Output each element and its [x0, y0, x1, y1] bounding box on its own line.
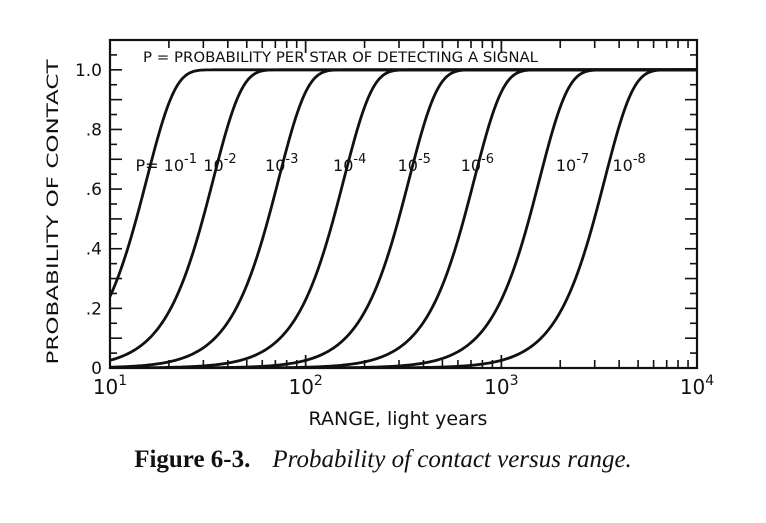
y-tick-label: .2: [86, 299, 102, 319]
series-label: 10-7: [556, 152, 589, 175]
y-axis-label: PROBABILITY OF CONTACT: [43, 59, 62, 364]
series-label: 10-5: [398, 152, 431, 175]
y-tick-label: 0: [91, 359, 102, 379]
series-line: [110, 68, 697, 362]
series-label: P= 10-1: [136, 152, 197, 175]
figure-number: Figure 6-3.: [134, 446, 251, 473]
chart-title: P = PROBABILITY PER STAR OF DETECTING A …: [143, 50, 538, 66]
series-line: [110, 68, 697, 368]
series-line: [110, 68, 697, 368]
figure-caption-text: Probability of contact versus range.: [272, 446, 632, 473]
probability-of-contact-chart: 101 102 103 104 0 .2 .4 .6 .8 1.0 P= 10-1 10-2 10-3…: [43, 38, 714, 430]
series-label: 10-4: [333, 152, 366, 175]
x-tick-label: 103: [484, 373, 518, 399]
series-label: 10-6: [461, 152, 494, 175]
y-tick-label: .4: [86, 240, 102, 260]
figure-caption: Figure 6-3. Probability of contact versus…: [0, 446, 766, 474]
x-axis-label: RANGE, light years: [309, 408, 488, 430]
series-line: [110, 68, 697, 368]
x-tick-label: 104: [680, 373, 714, 399]
series-label: 10-3: [265, 152, 298, 175]
series-labels: P= 10-1 10-2 10-3 10-4 10-5 10-6 10-7 10-8: [136, 152, 646, 175]
series-line: [110, 68, 697, 368]
series-line: [110, 68, 697, 298]
series-label: 10-8: [613, 152, 646, 175]
axis-ticks: 101 102 103 104 0 .2 .4 .6 .8 1.0: [75, 39, 714, 399]
y-tick-label: .8: [86, 120, 102, 140]
series-line: [110, 68, 697, 368]
series-line: [110, 68, 697, 368]
x-tick-label: 101: [93, 373, 127, 399]
y-tick-label: .6: [86, 180, 102, 200]
x-tick-label: 102: [288, 373, 322, 399]
y-tick-label: 1.0: [75, 61, 102, 81]
probability-curves: [110, 68, 697, 368]
series-label: 10-2: [203, 152, 236, 175]
